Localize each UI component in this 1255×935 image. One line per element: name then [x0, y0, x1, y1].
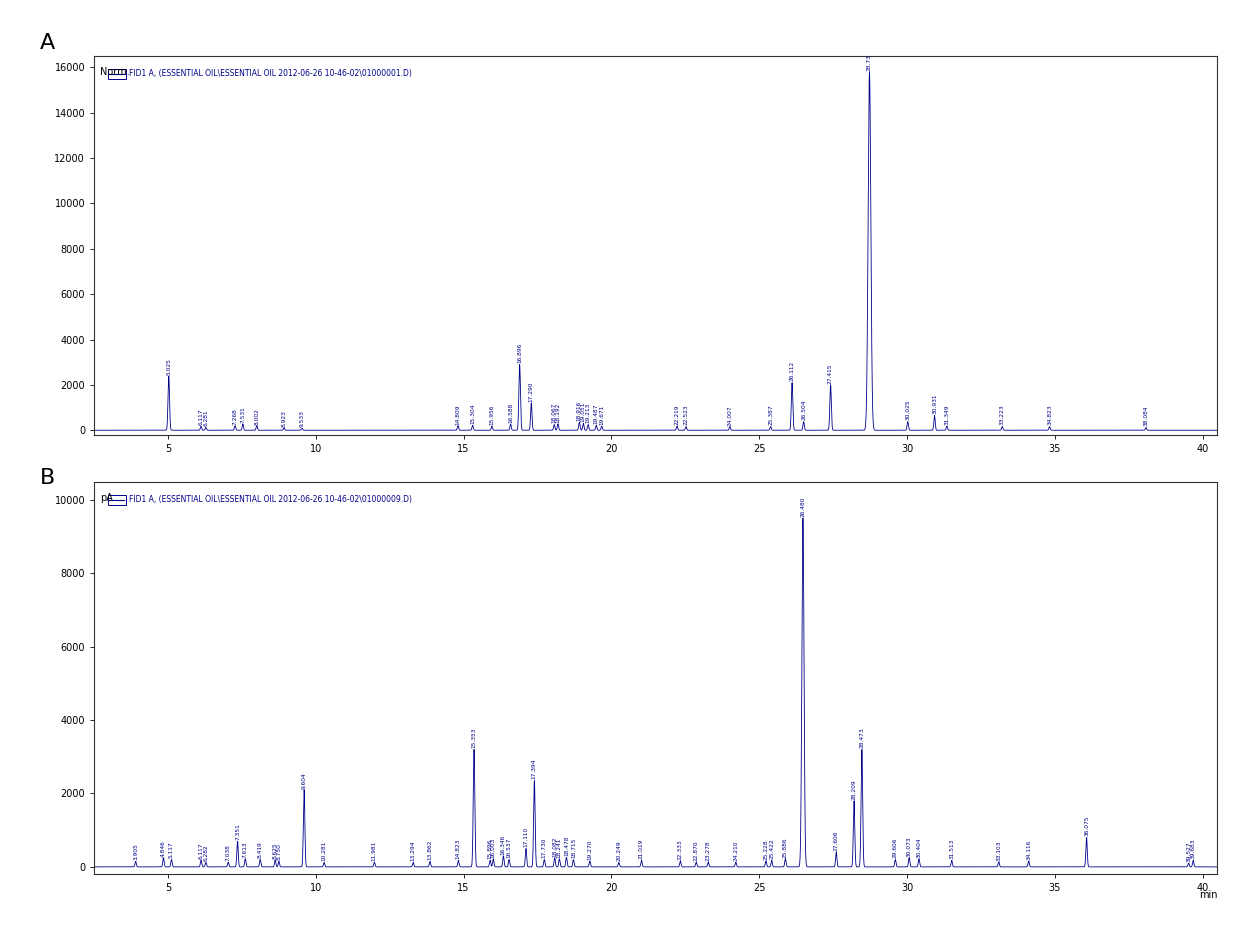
Text: 23.278: 23.278	[705, 841, 710, 861]
Text: 28.209: 28.209	[852, 779, 857, 799]
Text: 8.625: 8.625	[272, 842, 277, 859]
Bar	[108, 496, 126, 505]
Text: 5.117: 5.117	[169, 842, 174, 858]
Text: 26.480: 26.480	[801, 496, 806, 517]
Text: 15.896: 15.896	[488, 839, 493, 859]
Text: 11.981: 11.981	[371, 841, 376, 861]
Text: 27.606: 27.606	[833, 830, 838, 851]
Text: 19.487: 19.487	[594, 404, 599, 424]
Text: 22.333: 22.333	[678, 840, 683, 860]
Text: 19.051: 19.051	[581, 402, 586, 423]
Text: 28.473: 28.473	[860, 727, 865, 748]
Text: 24.210: 24.210	[733, 841, 738, 861]
Text: 31.513: 31.513	[949, 839, 954, 859]
Text: 15.353: 15.353	[472, 727, 477, 748]
Text: 27.415: 27.415	[828, 364, 833, 383]
Text: 16.896: 16.896	[517, 343, 522, 364]
Text: 16.537: 16.537	[507, 838, 512, 858]
Text: 34.116: 34.116	[1027, 840, 1032, 860]
Text: 30.073: 30.073	[906, 836, 911, 856]
Text: 13.862: 13.862	[428, 840, 433, 860]
Text: 18.478: 18.478	[563, 836, 569, 856]
Text: 8.419: 8.419	[257, 842, 262, 858]
Text: 17.730: 17.730	[542, 838, 547, 858]
Text: 21.019: 21.019	[639, 839, 644, 859]
Text: 6.117: 6.117	[198, 842, 203, 859]
Text: 22.870: 22.870	[694, 841, 699, 861]
Text: 19.671: 19.671	[599, 405, 604, 425]
Text: A: A	[40, 33, 55, 52]
Text: 13.294: 13.294	[410, 841, 415, 861]
Text: 22.523: 22.523	[684, 405, 689, 425]
Text: 7.351: 7.351	[235, 823, 240, 840]
Text: 39.683: 39.683	[1191, 839, 1196, 859]
Text: B: B	[40, 468, 55, 487]
Text: 18.067: 18.067	[552, 403, 557, 424]
Text: 6.117: 6.117	[198, 409, 203, 425]
Text: 19.213: 19.213	[586, 403, 591, 424]
Text: 30.025: 30.025	[905, 400, 910, 421]
Text: 7.531: 7.531	[241, 406, 245, 423]
Text: 38.084: 38.084	[1143, 406, 1148, 426]
Text: min: min	[1199, 890, 1217, 899]
Text: 33.223: 33.223	[1000, 405, 1005, 425]
Text: 18.082: 18.082	[552, 836, 557, 856]
Text: 16.588: 16.588	[508, 402, 513, 423]
Text: 26.504: 26.504	[801, 400, 806, 421]
Text: 16.346: 16.346	[501, 834, 506, 855]
Text: 25.886: 25.886	[783, 837, 788, 857]
Text: Norm.: Norm.	[99, 67, 129, 78]
Text: 28.731: 28.731	[867, 50, 872, 71]
Text: 7.038: 7.038	[226, 844, 231, 861]
Text: 15.956: 15.956	[489, 405, 494, 425]
Text: 18.241: 18.241	[557, 837, 562, 857]
Text: 25.387: 25.387	[768, 405, 773, 425]
Text: 33.103: 33.103	[996, 840, 1001, 860]
Text: 14.809: 14.809	[456, 404, 461, 424]
Text: 36.075: 36.075	[1084, 816, 1089, 836]
Text: 8.002: 8.002	[255, 408, 260, 424]
Text: 9.604: 9.604	[301, 772, 306, 788]
Text: 30.931: 30.931	[932, 394, 937, 414]
Text: 15.304: 15.304	[471, 404, 476, 424]
Text: pA: pA	[99, 494, 113, 503]
Text: 25.228: 25.228	[763, 840, 768, 860]
Text: 18.192: 18.192	[556, 402, 561, 423]
Text: FID1 A, (ESSENTIAL OIL\ESSENTIAL OIL 2012-06-26 10-46-02\01000009.D): FID1 A, (ESSENTIAL OIL\ESSENTIAL OIL 201…	[129, 496, 412, 504]
Text: 7.268: 7.268	[232, 408, 237, 424]
Text: 29.606: 29.606	[892, 838, 897, 858]
Text: 4.846: 4.846	[161, 840, 166, 856]
Text: 34.823: 34.823	[1047, 405, 1052, 425]
Text: 18.916: 18.916	[577, 401, 582, 421]
Text: FID1 A, (ESSENTIAL OIL\ESSENTIAL OIL 2012-06-26 10-46-02\01000001.D): FID1 A, (ESSENTIAL OIL\ESSENTIAL OIL 201…	[129, 69, 412, 79]
Text: 22.219: 22.219	[674, 405, 679, 425]
Text: 26.112: 26.112	[789, 361, 794, 381]
Text: 14.823: 14.823	[456, 839, 461, 859]
Text: 30.404: 30.404	[916, 837, 921, 857]
Text: 19.270: 19.270	[587, 840, 592, 860]
Text: 25.422: 25.422	[769, 839, 774, 859]
Text: 31.349: 31.349	[944, 405, 949, 425]
Text: 5.025: 5.025	[166, 358, 171, 375]
Text: 17.110: 17.110	[523, 827, 528, 847]
Text: 20.249: 20.249	[616, 841, 621, 861]
Text: 10.281: 10.281	[321, 841, 326, 861]
Text: 6.282: 6.282	[203, 844, 208, 861]
Text: 8.923: 8.923	[281, 410, 286, 427]
Text: 6.281: 6.281	[203, 410, 208, 426]
Text: 24.007: 24.007	[728, 405, 733, 425]
Text: 17.394: 17.394	[532, 759, 537, 780]
Text: 17.290: 17.290	[528, 381, 533, 402]
Text: 7.613: 7.613	[242, 841, 247, 857]
Text: 9.533: 9.533	[300, 410, 305, 427]
Text: 39.527: 39.527	[1186, 842, 1191, 862]
Text: 8.750: 8.750	[276, 843, 281, 860]
Text: 18.715: 18.715	[571, 838, 576, 858]
Bar	[108, 69, 126, 79]
Text: 3.905: 3.905	[133, 843, 138, 860]
Text: 16.003: 16.003	[491, 837, 496, 857]
